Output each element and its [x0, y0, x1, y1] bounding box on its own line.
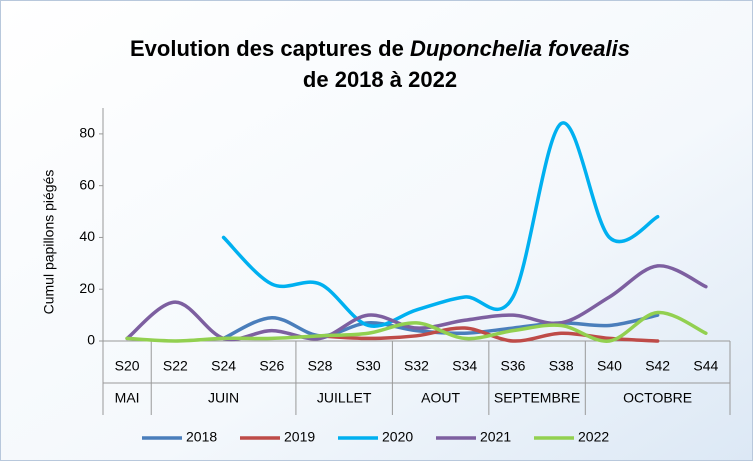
month-label: MAI: [115, 390, 140, 406]
month-label: AOUT: [421, 390, 460, 406]
series-line: [125, 310, 708, 343]
x-tick-label: S32: [404, 358, 429, 374]
x-tick-label: S42: [645, 358, 670, 374]
y-axis-label: Cumul papillons piégés: [41, 170, 57, 315]
series-line: [125, 264, 708, 342]
x-tick-label: S38: [549, 358, 574, 374]
month-label: OCTOBRE: [623, 390, 692, 406]
x-tick-label: S30: [356, 358, 381, 374]
legend-label: 2020: [382, 429, 413, 445]
chart-title: de 2018 à 2022: [303, 67, 457, 92]
y-tick-label: 60: [79, 176, 95, 192]
x-tick-label: S24: [211, 358, 236, 374]
y-tick-label: 0: [87, 332, 95, 348]
x-tick-label: S34: [452, 358, 477, 374]
month-label: JUIN: [208, 390, 239, 406]
month-label: SEPTEMBRE: [494, 390, 580, 406]
legend-label: 2018: [186, 429, 217, 445]
month-label: JUILLET: [317, 390, 372, 406]
x-tick-label: S36: [501, 358, 526, 374]
chart-title: Evolution des captures de Duponchelia fo…: [130, 36, 630, 61]
y-tick-label: 80: [79, 125, 95, 141]
y-tick-label: 40: [79, 228, 95, 244]
x-tick-label: S28: [308, 358, 333, 374]
legend-label: 2021: [480, 429, 511, 445]
legend-label: 2019: [284, 429, 315, 445]
legend-label: 2022: [578, 429, 609, 445]
series-line: [221, 121, 660, 328]
x-tick-label: S22: [163, 358, 188, 374]
x-tick-label: S20: [115, 358, 140, 374]
x-tick-label: S40: [597, 358, 622, 374]
x-tick-label: S26: [259, 358, 284, 374]
x-tick-label: S44: [693, 358, 718, 374]
y-tick-label: 20: [79, 280, 95, 296]
